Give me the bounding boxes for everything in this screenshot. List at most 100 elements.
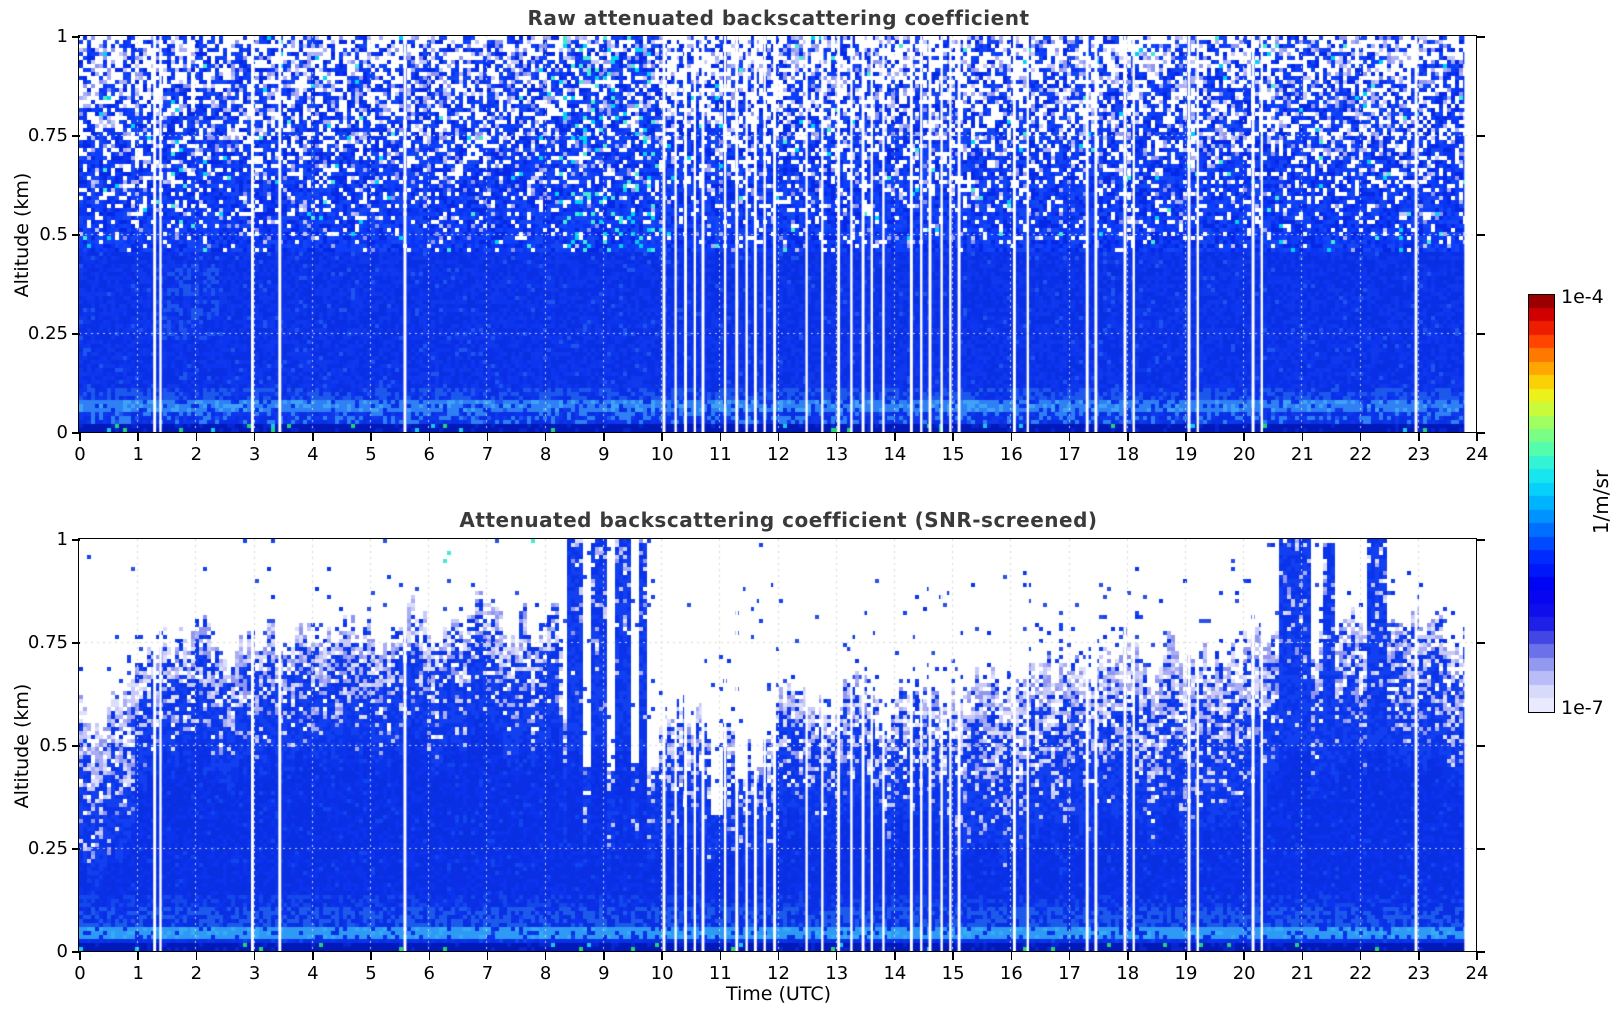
x-tick-label: 23 [1407, 963, 1431, 984]
x-tick-mark [952, 433, 954, 441]
x-tick-label: 12 [767, 444, 790, 465]
panel1-title: Raw attenuated backscattering coefficien… [527, 6, 1030, 30]
y-tick-mark-right [1477, 234, 1485, 236]
x-tick-mark [1418, 952, 1420, 960]
x-tick-label: 11 [708, 963, 732, 984]
x-tick-label: 14 [883, 963, 907, 984]
y-tick-label: 0.25 [27, 838, 68, 859]
y-tick-label: 0 [56, 941, 68, 962]
y-tick-mark [72, 333, 80, 335]
x-tick-mark [544, 433, 547, 441]
x-tick-label: 2 [190, 963, 203, 984]
x-tick-label: 4 [307, 963, 319, 984]
x-tick-label: 16 [999, 963, 1023, 984]
y-tick-mark [72, 848, 80, 850]
x-tick-label: 17 [1058, 444, 1081, 465]
colorbar-min-label: 1e-7 [1561, 697, 1604, 719]
x-tick-label: 10 [650, 444, 674, 465]
x-tick-mark [661, 952, 663, 960]
x-tick-label: 0 [74, 963, 86, 984]
x-tick-mark [370, 433, 372, 441]
x-tick-mark [1301, 952, 1304, 960]
x-tick-label: 3 [248, 444, 261, 465]
x-tick-mark [1243, 433, 1245, 441]
x-tick-mark [253, 433, 256, 441]
x-tick-mark [137, 952, 139, 960]
x-tick-mark [544, 952, 547, 960]
x-tick-mark [1127, 952, 1129, 960]
x-tick-mark [719, 952, 722, 960]
x-tick-label: 8 [539, 444, 552, 465]
x-tick-mark [370, 952, 372, 960]
x-tick-mark [1359, 433, 1362, 441]
x-tick-label: 12 [767, 963, 790, 984]
panel2-title: Attenuated backscattering coefficient (S… [459, 508, 1098, 532]
x-tick-mark [79, 433, 81, 441]
panel1-plot-area [78, 35, 1477, 433]
x-tick-label: 6 [423, 963, 435, 984]
x-tick-label: 0 [74, 444, 86, 465]
x-tick-label: 15 [941, 444, 965, 465]
x-tick-label: 19 [1174, 963, 1198, 984]
x-tick-mark [777, 952, 780, 960]
x-tick-label: 19 [1174, 444, 1198, 465]
y-tick-label: 0 [56, 422, 68, 443]
x-tick-mark [195, 433, 198, 441]
x-tick-mark [894, 952, 896, 960]
x-tick-label: 20 [1232, 444, 1256, 465]
y-tick-label: 0.75 [27, 632, 68, 653]
x-tick-mark [1185, 433, 1187, 441]
y-tick-mark-right [1477, 36, 1485, 38]
x-tick-mark [1243, 952, 1245, 960]
y-tick-mark-right [1477, 642, 1485, 644]
x-tick-label: 13 [825, 444, 849, 465]
y-tick-label: 0.5 [39, 735, 68, 756]
x-tick-label: 14 [883, 444, 907, 465]
x-tick-label: 9 [598, 444, 610, 465]
y-tick-mark [72, 135, 80, 137]
x-tick-mark [603, 952, 605, 960]
y-tick-mark-right [1477, 848, 1485, 850]
x-tick-mark [1127, 433, 1129, 441]
colorbar-units-label: 1/m/sr [1589, 469, 1613, 535]
colorbar-max-label: 1e-4 [1561, 286, 1604, 308]
x-tick-mark [428, 952, 430, 960]
x-tick-mark [1010, 952, 1013, 960]
x-tick-mark [1359, 952, 1362, 960]
x-tick-label: 1 [132, 444, 144, 465]
x-tick-mark [835, 433, 838, 441]
y-tick-mark-right [1477, 135, 1485, 137]
x-tick-label: 6 [423, 444, 435, 465]
x-tick-mark [1010, 433, 1013, 441]
x-tick-label: 5 [365, 963, 377, 984]
x-tick-label: 11 [708, 444, 732, 465]
y-tick-mark [72, 234, 80, 236]
x-tick-label: 15 [941, 963, 965, 984]
panel2-heatmap-canvas [79, 539, 1476, 951]
x-tick-mark [777, 433, 780, 441]
x-tick-mark [1418, 433, 1420, 441]
x-tick-mark [1301, 433, 1304, 441]
x-tick-mark [719, 433, 722, 441]
x-tick-mark [195, 952, 198, 960]
x-tick-mark [952, 952, 954, 960]
y-tick-mark-right [1477, 951, 1485, 953]
x-tick-mark [312, 952, 314, 960]
y-tick-mark-right [1477, 333, 1485, 335]
colorbar-canvas [1529, 295, 1554, 712]
x-tick-label: 22 [1349, 444, 1373, 465]
y-tick-label: 1 [56, 26, 68, 47]
x-tick-mark [486, 952, 489, 960]
x-tick-mark [486, 433, 489, 441]
x-tick-mark [835, 952, 838, 960]
x-tick-mark [894, 433, 896, 441]
x-tick-mark [1068, 433, 1071, 441]
y-tick-label: 0.5 [39, 224, 68, 245]
x-tick-mark [253, 952, 256, 960]
x-tick-mark [312, 433, 314, 441]
x-tick-label: 21 [1290, 444, 1314, 465]
x-tick-mark [1476, 952, 1478, 960]
x-tick-mark [661, 433, 663, 441]
panel2-plot-area [78, 538, 1477, 952]
y-tick-mark-right [1477, 539, 1485, 541]
